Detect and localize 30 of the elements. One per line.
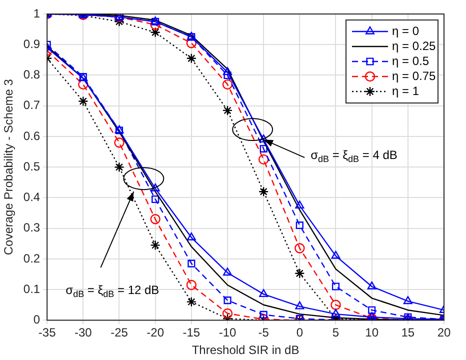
- x-tick-label: 5: [332, 326, 340, 340]
- y-axis-title: Coverage Probability - Scheme 3: [2, 78, 16, 256]
- y-tick-label: 0.3: [23, 220, 40, 235]
- legend-label: η = 0.25: [392, 38, 436, 53]
- y-tick-label: 0.7: [23, 98, 40, 112]
- x-tick-label: -20: [146, 326, 164, 340]
- x-axis-title: Threshold SIR in dB: [192, 343, 300, 358]
- x-tick-label: -25: [110, 326, 128, 340]
- legend-label: η = 0.5: [392, 54, 430, 68]
- x-tick-label: -5: [258, 326, 270, 340]
- x-tick-label: 20: [437, 326, 451, 340]
- x-tick-label: -15: [182, 326, 200, 340]
- y-tick-label: 0: [33, 312, 40, 327]
- x-tick-label: -35: [38, 326, 56, 340]
- y-tick-label: 1: [33, 6, 40, 20]
- y-tick-label: 0.2: [23, 251, 40, 266]
- x-tick-label: 10: [365, 326, 379, 340]
- y-tick-label: 0.8: [23, 68, 40, 82]
- x-tick-label: 0: [296, 326, 304, 340]
- legend-label: η = 0.75: [392, 68, 436, 83]
- legend-label: η = 1: [392, 84, 420, 98]
- y-tick-label: 0.1: [23, 282, 40, 296]
- y-tick-label: 0.6: [23, 128, 40, 143]
- x-tick-label: -10: [218, 326, 236, 340]
- y-tick-label: 0.9: [23, 36, 40, 51]
- y-tick-label: 0.4: [23, 190, 40, 204]
- legend-label: η = 0: [392, 24, 420, 38]
- x-tick-label: 15: [401, 326, 415, 340]
- y-tick-label: 0.5: [23, 159, 40, 174]
- x-tick-label: -30: [74, 326, 92, 340]
